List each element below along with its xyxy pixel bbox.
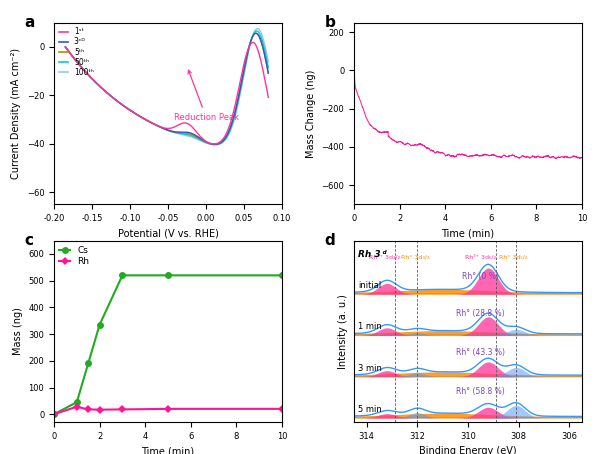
Line: Rh: Rh (51, 404, 285, 417)
Text: d: d (325, 233, 335, 248)
Rh (164, 406, 172, 412)
Cs (164, 272, 172, 278)
Text: b: b (325, 15, 335, 30)
Rh (73, 404, 80, 410)
X-axis label: Time (min): Time (min) (442, 228, 494, 239)
Text: a: a (25, 15, 35, 30)
Cs (85, 361, 92, 366)
Rh (119, 407, 126, 412)
Cs (73, 400, 80, 405)
Rh (96, 407, 103, 412)
Text: Rh° 3d₅/₂: Rh° 3d₅/₂ (499, 255, 528, 260)
Cs (278, 272, 286, 278)
Text: Rh° (43.3 %): Rh° (43.3 %) (456, 348, 505, 357)
Y-axis label: Intensity (a. u.): Intensity (a. u.) (338, 294, 349, 369)
Text: Reduction Peak: Reduction Peak (173, 70, 239, 122)
Rh (85, 407, 92, 412)
Line: Cs: Cs (50, 272, 286, 418)
X-axis label: Time (min): Time (min) (142, 446, 194, 454)
Text: Rh° (0 %): Rh° (0 %) (462, 272, 499, 281)
Rh (50, 411, 58, 417)
Legend: 1ˢᵗ, 3ˣᴰ, 5ᵗʰ, 50ᵗʰ, 100ᵗʰ: 1ˢᵗ, 3ˣᴰ, 5ᵗʰ, 50ᵗʰ, 100ᵗʰ (58, 26, 94, 78)
Text: 5 min: 5 min (358, 405, 382, 414)
Text: Rh 3 ᵈ: Rh 3 ᵈ (358, 250, 386, 259)
Cs (50, 411, 58, 417)
Y-axis label: Current Density (mA cm⁻²): Current Density (mA cm⁻²) (11, 48, 21, 179)
Text: Rh³⁺ 3d₅/₂: Rh³⁺ 3d₅/₂ (465, 254, 496, 260)
Text: 3 min: 3 min (358, 364, 382, 373)
Text: Rh° 3d₃/₂: Rh° 3d₃/₂ (401, 255, 429, 260)
Text: c: c (25, 233, 34, 248)
Y-axis label: Mass (ng): Mass (ng) (13, 307, 23, 355)
Text: initial: initial (358, 281, 381, 290)
Legend: Cs, Rh: Cs, Rh (59, 245, 91, 267)
Rh (278, 406, 286, 412)
Text: 1 min: 1 min (358, 322, 382, 331)
Y-axis label: Mass Change (ng): Mass Change (ng) (306, 69, 316, 158)
Text: Rh³⁺ 3d₃/₂: Rh³⁺ 3d₃/₂ (369, 254, 400, 260)
Text: Rh° (58.8 %): Rh° (58.8 %) (456, 387, 505, 396)
Cs (96, 322, 103, 327)
Text: Rh° (28.8 %): Rh° (28.8 %) (457, 309, 505, 318)
Cs (119, 272, 126, 278)
X-axis label: Potential (V vs. RHE): Potential (V vs. RHE) (118, 228, 218, 239)
X-axis label: Binding Energy (eV): Binding Energy (eV) (419, 446, 517, 454)
